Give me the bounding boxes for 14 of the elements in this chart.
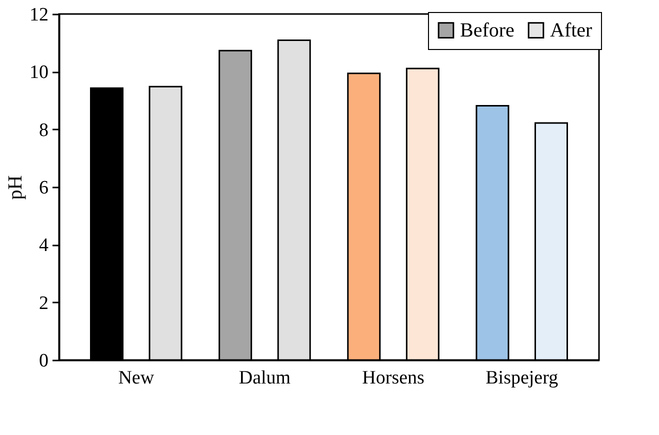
y-tick-label: 0 [39, 350, 48, 372]
legend-label: Before [460, 19, 515, 42]
x-tick-label: New [118, 368, 154, 388]
y-tick-label: 10 [30, 62, 48, 84]
y-tick-label: 6 [39, 178, 48, 198]
x-tick-label: Dalum [238, 368, 291, 388]
x-tick-label: Bispejerg [486, 368, 559, 388]
y-tick-label: 12 [30, 4, 48, 26]
legend-label: After [550, 19, 593, 42]
y-tick-label: 2 [39, 292, 48, 314]
y-tick-label: 4 [39, 235, 49, 256]
y-tick-label: 8 [39, 120, 48, 141]
x-tick-label: Horsens [362, 368, 424, 388]
y-axis-title: pH [4, 175, 26, 200]
